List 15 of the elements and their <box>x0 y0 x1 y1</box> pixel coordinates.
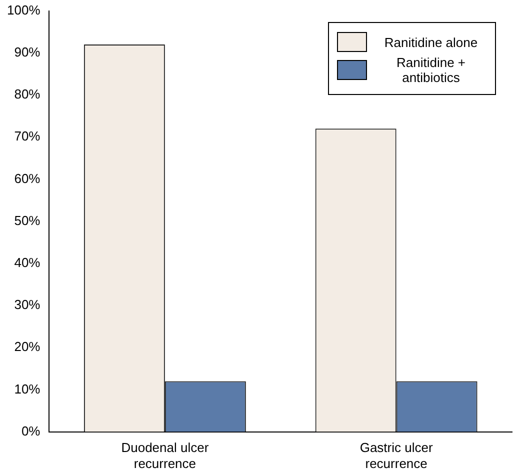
y-tick-label: 40% <box>14 254 41 270</box>
y-tick-label: 70% <box>14 128 41 144</box>
y-tick-label: 60% <box>14 170 41 186</box>
legend-label: Ranitidine alone <box>383 34 479 50</box>
y-tick-label: 100% <box>7 2 41 18</box>
y-tick-label: 50% <box>14 212 41 228</box>
y-tick-label: 10% <box>14 381 41 396</box>
y-tick-label: 20% <box>14 339 41 354</box>
y-tick-label: 0% <box>21 423 41 438</box>
x-tick-label: Gastric ulcer recurrence <box>360 440 434 471</box>
legend-label: Ranitidine + antibiotics <box>395 55 467 85</box>
y-tick-label: 30% <box>14 297 41 312</box>
y-tick-label: 90% <box>14 44 41 60</box>
x-tick-label: Duodenal ulcer recurrence <box>121 440 210 471</box>
y-tick-label: 80% <box>14 86 41 102</box>
